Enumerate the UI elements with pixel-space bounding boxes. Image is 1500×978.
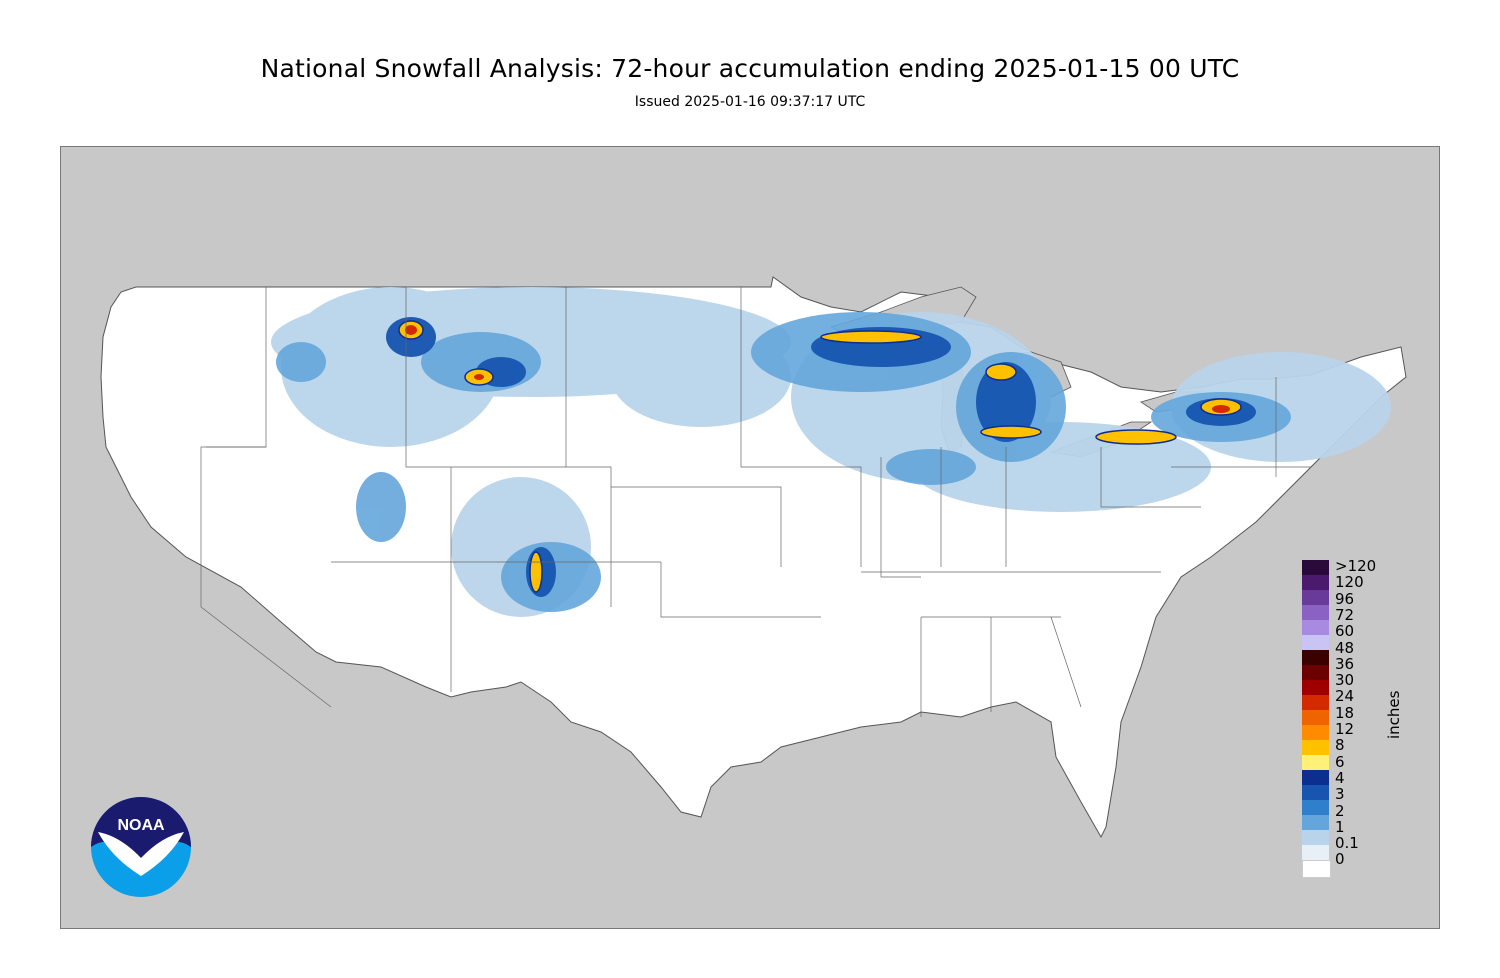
- legend-swatch: [1302, 830, 1329, 846]
- legend-label: 120: [1335, 573, 1364, 592]
- legend-label: 60: [1335, 622, 1355, 641]
- legend-label: 0: [1335, 850, 1345, 869]
- snowfall-legend: >120 120 96 72 60 48 36 30 24 18 12 8 6 4 3 2 1 0.1 0: [1302, 557, 1382, 880]
- legend-units: inches: [1385, 690, 1403, 739]
- legend-swatch: [1302, 695, 1329, 711]
- legend-label: 18: [1335, 703, 1355, 722]
- legend-swatch: [1302, 815, 1329, 831]
- map-title: National Snowfall Analysis: 72-hour accu…: [260, 54, 1240, 83]
- legend-swatch: [1302, 650, 1329, 666]
- legend-label: 3: [1335, 785, 1345, 804]
- legend-swatch: [1302, 845, 1329, 861]
- legend-label: 8: [1335, 736, 1345, 755]
- legend-label: 2: [1335, 801, 1345, 820]
- legend-label: 12: [1335, 720, 1355, 738]
- legend-swatch: [1302, 590, 1329, 606]
- legend-swatch: [1302, 770, 1329, 786]
- legend-label: 24: [1335, 687, 1355, 706]
- noaa-logo-icon: NOAA: [91, 797, 191, 897]
- legend-label: 72: [1335, 605, 1355, 624]
- legend-swatch: [1302, 710, 1329, 726]
- snow-max: [405, 325, 1230, 413]
- legend-swatch: [1302, 635, 1329, 651]
- legend-swatch: [1302, 740, 1329, 756]
- legend-label: 96: [1335, 589, 1355, 608]
- legend-swatch: [1302, 725, 1329, 741]
- legend-label: 1: [1335, 817, 1345, 836]
- legend-label: 0.1: [1335, 834, 1359, 853]
- legend-swatch: [1302, 605, 1329, 621]
- legend-label: >120: [1335, 557, 1377, 575]
- map-subtitle: Issued 2025-01-16 09:37:17 UTC: [634, 94, 866, 110]
- legend-swatch: [1302, 560, 1329, 576]
- legend-swatch: [1302, 620, 1329, 636]
- state-borders: [200, 287, 1311, 717]
- legend-swatch: [1302, 785, 1329, 801]
- noaa-logo: NOAA: [90, 796, 192, 898]
- legend-label: 30: [1335, 671, 1355, 690]
- legend-swatch: [1302, 575, 1329, 591]
- legend-swatch: [1302, 755, 1329, 771]
- legend-swatch: [1302, 800, 1329, 816]
- legend-label: 6: [1335, 752, 1345, 771]
- legend-label: 48: [1335, 638, 1355, 657]
- legend-label: 4: [1335, 768, 1345, 787]
- legend-swatch: [1302, 680, 1329, 696]
- snowfall-map: [60, 146, 1440, 929]
- legend-swatch: [1302, 665, 1329, 681]
- map-canvas: [100, 276, 1407, 839]
- logo-text: NOAA: [117, 817, 165, 834]
- legend-label: 36: [1335, 654, 1355, 673]
- legend-swatch: [1302, 860, 1331, 878]
